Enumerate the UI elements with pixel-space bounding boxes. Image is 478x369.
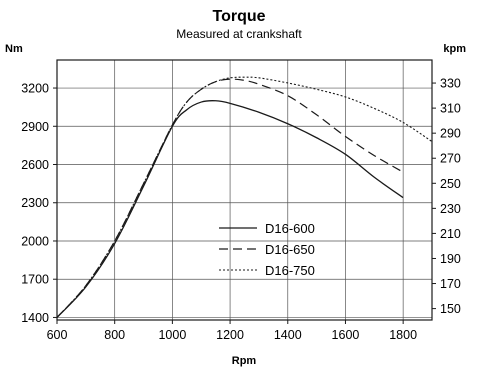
y2-tick-label: 330 — [440, 77, 461, 91]
y-tick-label: 3200 — [21, 82, 49, 96]
y2-tick-label: 290 — [440, 127, 461, 141]
legend-label-d16-750: D16-750 — [265, 263, 315, 278]
y2-tick-label: 150 — [440, 302, 461, 316]
legend-label-d16-650: D16-650 — [265, 242, 315, 257]
x-tick-label: 1800 — [389, 328, 417, 342]
series-line-d16-750 — [57, 76, 432, 318]
y-tick-label: 2000 — [21, 234, 49, 248]
legend: D16-600 D16-650 D16-750 — [219, 221, 315, 278]
y2-tick-label: 270 — [440, 152, 461, 166]
legend-label-d16-600: D16-600 — [265, 221, 315, 236]
series-lines — [57, 76, 432, 318]
y-tick-label: 2300 — [21, 196, 49, 210]
chart-subtitle: Measured at crankshaft — [176, 27, 302, 41]
grid — [56, 60, 432, 320]
y-tick-label: 1700 — [21, 273, 49, 287]
y2-tick-label: 250 — [440, 177, 461, 191]
x-tick-label: 800 — [104, 328, 125, 342]
y-tick-label: 2900 — [21, 120, 49, 134]
y2-tick-label: 190 — [440, 252, 461, 266]
y-tick-label: 2600 — [21, 158, 49, 172]
y2-tick-label: 210 — [440, 227, 461, 241]
series-line-d16-600 — [57, 100, 404, 318]
plot-frame — [56, 59, 433, 321]
x-tick-label: 600 — [47, 328, 68, 342]
chart-title: Torque — [212, 8, 265, 25]
y-tick-label: 1400 — [21, 311, 49, 325]
y-axis-unit-label: Nm — [5, 43, 23, 55]
y2-tick-label: 310 — [440, 102, 461, 116]
series-line-d16-650 — [57, 78, 404, 318]
x-tick-label: 1200 — [216, 328, 244, 342]
x-axis-label: Rpm — [232, 355, 257, 367]
y2-axis-unit-label: kpm — [443, 43, 466, 55]
x-tick-label: 1000 — [158, 328, 186, 342]
axis-ticks: 600 800 1000 1200 1400 1600 1800 1400 1700 2000 23… — [21, 77, 461, 342]
y2-tick-label: 230 — [440, 202, 461, 216]
x-tick-label: 1600 — [332, 328, 360, 342]
x-tick-label: 1400 — [274, 328, 302, 342]
y2-tick-label: 170 — [440, 277, 461, 291]
